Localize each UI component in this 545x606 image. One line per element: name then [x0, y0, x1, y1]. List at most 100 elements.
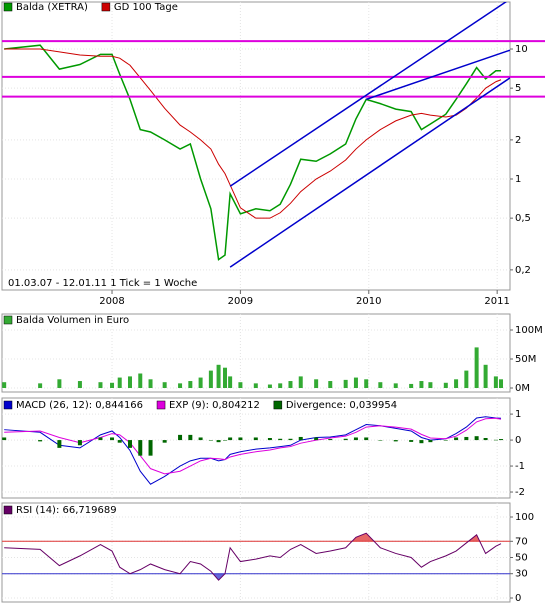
- panel: 0,2 0,5 1 2 5 10 2008 2009 2010 2011 01.03.07 - 12…: [1, 1, 545, 307]
- bar: [188, 434, 193, 441]
- bar: [343, 438, 348, 441]
- series-line: [4, 416, 502, 485]
- bar: [98, 437, 103, 441]
- bar: [499, 439, 504, 441]
- bar: [267, 384, 272, 388]
- bar: [110, 437, 115, 441]
- bar: [127, 440, 132, 448]
- y-tick-label: 5: [515, 83, 521, 94]
- trend-line: [229, 2, 508, 187]
- x-tick-label: 2011: [484, 296, 509, 307]
- bar: [353, 377, 358, 388]
- bar: [148, 440, 153, 456]
- bar: [117, 377, 122, 388]
- bar: [198, 437, 203, 441]
- bar: [162, 382, 167, 388]
- bar: [314, 437, 319, 441]
- bar: [328, 439, 333, 441]
- bar: [464, 370, 469, 388]
- bar: [278, 383, 283, 388]
- bar: [222, 367, 227, 388]
- bar: [228, 376, 233, 388]
- bar: [110, 382, 115, 388]
- bar: [428, 382, 433, 388]
- bar: [298, 436, 303, 441]
- legend-label: MACD (26, 12): 0,844166: [16, 400, 143, 411]
- bar: [419, 381, 424, 388]
- series-line: [4, 48, 502, 219]
- bar: [138, 440, 143, 456]
- bar: [499, 379, 504, 388]
- bar: [238, 382, 243, 388]
- y-tick-label: 2: [515, 135, 521, 146]
- y-tick-label: -1: [515, 461, 525, 472]
- y-tick-label: 0: [515, 435, 521, 446]
- bar: [393, 383, 398, 388]
- bar: [409, 440, 414, 442]
- bar: [117, 440, 122, 443]
- legend-swatch: [156, 400, 166, 410]
- bar: [493, 439, 498, 441]
- x-tick-label: 2010: [356, 296, 381, 307]
- bar: [77, 381, 82, 388]
- bar: [454, 379, 459, 388]
- y-tick-label: 100: [515, 512, 534, 523]
- legend-label: EXP (9): 0,804212: [169, 400, 260, 411]
- bar: [148, 379, 153, 388]
- bar: [364, 437, 369, 441]
- trend-line: [229, 77, 510, 268]
- bar: [314, 379, 319, 388]
- y-tick-label: 0,5: [515, 213, 531, 224]
- bar: [443, 440, 448, 441]
- bar: [353, 437, 358, 441]
- bar: [343, 379, 348, 388]
- bar: [493, 376, 498, 388]
- bar: [464, 436, 469, 441]
- plot-frame: [1, 313, 511, 393]
- bar: [57, 379, 62, 388]
- panel: 0M 50M 100M Balda Volumen in Euro: [1, 313, 543, 394]
- y-tick-label: 1: [515, 409, 521, 420]
- bar: [328, 381, 333, 388]
- bar: [428, 440, 433, 443]
- bar: [57, 440, 62, 448]
- y-tick-label: -2: [515, 487, 525, 498]
- bar: [216, 364, 221, 388]
- bar: [38, 440, 43, 442]
- bar: [409, 383, 414, 388]
- bar: [474, 347, 479, 388]
- legend-swatch: [3, 315, 13, 325]
- y-tick-label: 70: [515, 536, 528, 547]
- legend-swatch: [3, 505, 13, 515]
- y-tick-label: 50: [515, 553, 528, 564]
- plot-frame: [1, 397, 511, 499]
- x-tick-label: 2008: [99, 296, 124, 307]
- bar: [267, 438, 272, 441]
- series-line: [4, 417, 502, 475]
- plot-frame: [1, 502, 511, 603]
- bar: [454, 437, 459, 441]
- bar: [222, 440, 227, 441]
- bar: [216, 440, 221, 443]
- panel: -2 -1 0 1 MACD (26, 12): 0,844166 EXP (9): 0,…: [1, 397, 525, 499]
- bar: [98, 382, 103, 388]
- legend-label: RSI (14): 66,719689: [16, 505, 117, 516]
- y-tick-label: 0: [515, 593, 521, 604]
- bar: [253, 383, 258, 388]
- y-tick-label: 0M: [515, 383, 530, 394]
- bar: [178, 383, 183, 388]
- bar: [77, 440, 82, 446]
- y-tick-label: 100M: [515, 325, 543, 336]
- bar: [138, 373, 143, 388]
- legend-label: GD 100 Tage: [114, 2, 178, 13]
- y-tick-label: 10: [515, 44, 528, 55]
- bar: [178, 434, 183, 441]
- bar: [253, 437, 258, 441]
- bar: [198, 377, 203, 388]
- bar: [483, 364, 488, 388]
- y-tick-label: 1: [515, 174, 521, 185]
- bar: [474, 436, 479, 441]
- y-tick-label: 30: [515, 569, 528, 580]
- bar: [378, 382, 383, 388]
